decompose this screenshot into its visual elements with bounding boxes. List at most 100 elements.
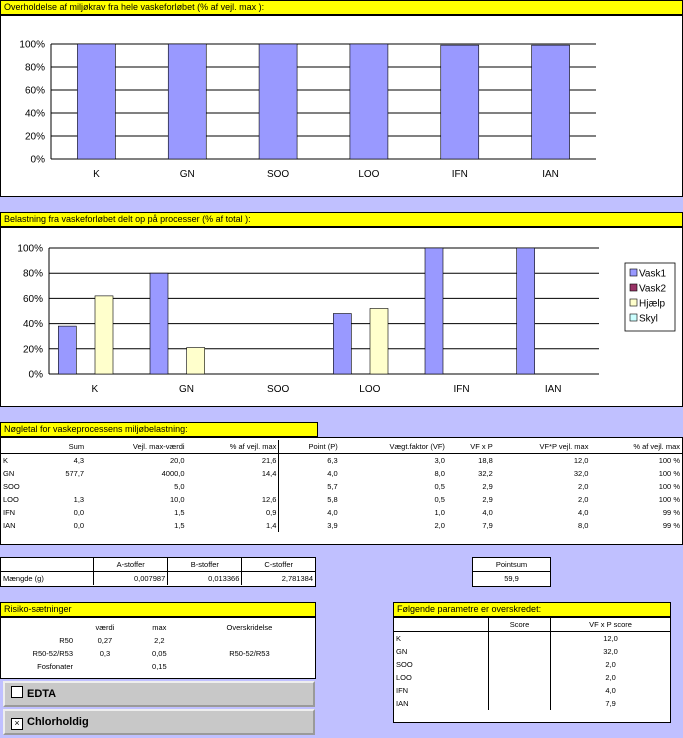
table1-header-cell: Point (P)	[278, 440, 340, 454]
table1-cell: 0,5	[434, 495, 445, 504]
table1-cell: IAN	[3, 521, 16, 530]
table1-cell: 99 %	[662, 521, 680, 530]
params-cell	[487, 684, 551, 697]
chart2-legend-label: Vask2	[639, 284, 666, 295]
chart2-bar	[94, 295, 114, 375]
stoffer-header-cell	[1, 558, 94, 572]
risiko-cell: 0,15	[152, 662, 167, 671]
pointsum-value: 59,9	[504, 574, 519, 583]
risiko-header-cell	[1, 621, 75, 634]
table1-cell: GN	[3, 469, 15, 478]
params-row: GN 32,0	[394, 645, 670, 658]
risiko-header-row: værdi max Overskridelse	[1, 621, 315, 634]
params-row: SOO 2,0	[394, 658, 670, 671]
chart2-bar	[149, 272, 169, 375]
stoffer-row: Mængde (g) 0,007987 0,013366 2,781384	[1, 571, 315, 585]
chart2-legend-swatch	[629, 298, 638, 307]
params-cell: IFN	[396, 686, 409, 695]
params-header-cell	[394, 618, 489, 632]
table1-cell: 1,5	[174, 521, 185, 530]
table1-cell: 1,0	[434, 508, 445, 517]
table1-cell: 4,0	[482, 508, 493, 517]
stoffer-header-cell: C-stoffer	[241, 558, 315, 572]
params-header-row: Score VF x P score	[394, 618, 670, 632]
chart2-ytick-label: 40%	[23, 319, 43, 330]
chart2-legend-label: Skyl	[639, 314, 658, 325]
table1-header-cell: Vægt.faktor (VF)	[339, 440, 447, 454]
chart1-ytick-label: 0%	[31, 155, 46, 166]
table1-header-row: Sum Vejl. max-værdi% af vejl. max Point (P…	[1, 440, 682, 454]
table1-cell: 577,7	[65, 469, 85, 478]
params-row: IAN 7,9	[394, 697, 670, 710]
table1-cell: 4000,0	[161, 469, 185, 478]
stoffer-value: 0,007987	[93, 571, 168, 585]
table1-cell: K	[3, 456, 9, 465]
params-row: IFN 4,0	[394, 684, 670, 697]
pointsum-table: Pointsum 59,9	[473, 558, 550, 585]
chart1-xtick-label: IAN	[542, 169, 559, 180]
chart2-xtick-label: K	[91, 384, 98, 395]
risiko-cell	[184, 660, 315, 673]
table1-cell: 2,9	[482, 482, 493, 491]
chart2-legend-swatch	[629, 268, 638, 277]
table1-cell	[45, 480, 86, 493]
table1-cell: 3,0	[434, 456, 445, 465]
table1-cell: 4,3	[73, 456, 85, 465]
params-cell	[487, 658, 551, 671]
stoffer-row-label: Mængde (g)	[3, 574, 44, 583]
edta-checkbox[interactable]: EDTA	[3, 681, 315, 707]
risiko-cell	[184, 634, 315, 647]
risiko-header-cell: max	[152, 623, 167, 632]
table1-cell: 4,0	[278, 467, 340, 480]
table1-cell: 1,4	[265, 521, 277, 530]
chart1-bar	[531, 44, 570, 160]
params-title: Følgende parametre er overskredet:	[393, 602, 671, 617]
table1-cell: 32,0	[573, 469, 589, 478]
table1-row: GN 577,7 4000,0 14,4 4,0 8,0 32,2 32,0 100 %	[1, 467, 682, 480]
params-cell: K	[396, 634, 402, 643]
table1-cell: 18,8	[478, 456, 493, 465]
table1-header-cell: % af vejl. max	[186, 440, 279, 454]
chart1-bar	[440, 44, 480, 160]
table1-row: LOO 1,3 10,0 12,6 5,8 0,5 2,9 2,0 100 %	[1, 493, 682, 506]
params-cell: 2,0	[550, 671, 670, 684]
chlor-check-box[interactable]: ×	[11, 718, 23, 730]
table1-cell: 0,9	[265, 508, 277, 517]
chart1-ytick-label: 100%	[19, 40, 45, 51]
table1-cell: 3,9	[278, 519, 340, 532]
table1-cell	[187, 480, 279, 493]
params-header-cell: Score	[487, 618, 551, 632]
chart2-bar	[58, 325, 77, 375]
chart2-panel: 0% 20% 40% 60% 80% 100% K GN SOO LOO IFN IAN Vask1 Va…	[0, 227, 683, 407]
chart1-xtick-label: K	[93, 169, 100, 180]
chart2-xtick-label: GN	[179, 384, 194, 395]
stoffer-header-cell: A-stoffer	[93, 558, 168, 572]
chart1-xtick-label: IFN	[452, 169, 468, 180]
chlor-checkbox[interactable]: × Chlorholdig	[3, 709, 315, 735]
risiko-panel: værdi max Overskridelse R50 0,27 2,2 R50-52/R5…	[0, 617, 316, 679]
table1-cell: 5,0	[174, 482, 185, 491]
chart2-xtick-label: IFN	[453, 384, 469, 395]
table1-panel: Sum Vejl. max-værdi% af vejl. max Point (P…	[0, 437, 683, 545]
table1-cell: 100 %	[658, 482, 680, 491]
risiko-cell: 0,3	[99, 649, 111, 658]
risiko-title: Risiko-sætninger	[0, 602, 316, 617]
risiko-cell: R50	[59, 636, 73, 645]
table1-cell: 100 %	[658, 469, 680, 478]
chart2-xtick-label: IAN	[545, 384, 562, 395]
chart2-xtick-label: SOO	[267, 384, 289, 395]
params-cell: 7,9	[550, 697, 670, 710]
risiko-cell: 2,2	[154, 636, 165, 645]
params-row: LOO 2,0	[394, 671, 670, 684]
table1-cell: 99 %	[662, 508, 680, 517]
chart2-ytick-label: 100%	[17, 244, 43, 255]
stoffer-panel: A-stoffer B-stoffer C-stoffer Mængde (g) 0,0…	[0, 557, 316, 587]
edta-check-box[interactable]	[11, 686, 23, 698]
edta-label: EDTA	[27, 688, 57, 700]
table1-row: IAN 0,0 1,5 1,4 3,9 2,0 7,9 8,0 99 %	[1, 519, 682, 532]
table1-cell: 32,2	[478, 469, 493, 478]
chart2-legend-swatch	[629, 313, 638, 322]
chart1-svg: 0% 20% 40% 60% 80% 100% K GN SOO LOO IFN IAN	[19, 40, 596, 180]
params-cell: 4,0	[550, 684, 670, 697]
stoffer-value: 2,781384	[241, 571, 315, 585]
